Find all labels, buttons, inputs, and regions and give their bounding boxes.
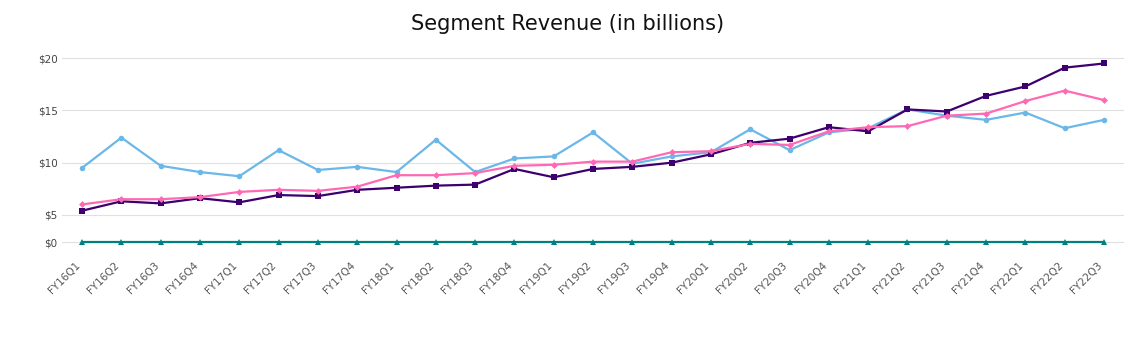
Text: Segment Revenue (in billions): Segment Revenue (in billions) bbox=[411, 14, 724, 34]
Legend: Productivity and Business Processes, Intelligent Cloud, More Personal Computing,: Productivity and Business Processes, Int… bbox=[68, 0, 734, 3]
